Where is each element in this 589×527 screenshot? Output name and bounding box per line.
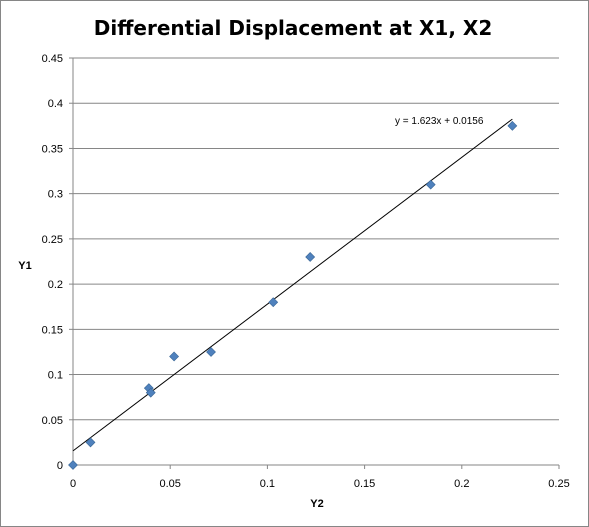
data-point [507, 120, 518, 131]
axes [69, 57, 560, 469]
x-tick-label: 0.05 [159, 478, 180, 490]
data-point [68, 460, 78, 470]
y-tick-labels: 0 0.05 0.1 0.15 0.2 0.25 0.3 0.35 0.4 0.45 [42, 53, 63, 472]
data-point [305, 252, 316, 262]
x-axis-title: Y2 [310, 498, 323, 510]
data-points [68, 120, 518, 470]
y-tick-label: 0.3 [48, 189, 63, 201]
y-tick-label: 0.45 [42, 53, 63, 65]
y-tick-label: 0 [57, 460, 63, 472]
gridlines [73, 57, 559, 421]
y-tick-label: 0.4 [48, 98, 63, 110]
y-tick-label: 0.2 [48, 279, 63, 291]
x-tick-label: 0.2 [454, 478, 469, 490]
y-tick-label: 0.25 [42, 234, 63, 246]
y-tick-label: 0.1 [48, 370, 63, 382]
x-tick-label: 0.25 [548, 478, 569, 490]
data-point [425, 179, 436, 190]
data-point [145, 387, 156, 398]
y-axis-title: Y1 [18, 260, 31, 272]
data-point [85, 437, 96, 448]
x-tick-label: 0.15 [354, 478, 375, 490]
chart-title: Differential Displacement at X1, X2 [94, 16, 493, 40]
y-tick-label: 0.35 [42, 143, 63, 155]
data-point [206, 347, 216, 357]
x-tick-labels: 0 0.05 0.1 0.15 0.2 0.25 [70, 478, 570, 490]
trendline-group [72, 118, 513, 452]
y-tick-label: 0.05 [42, 415, 63, 427]
y-tick-label: 0.15 [42, 324, 63, 336]
x-tick-label: 0.1 [260, 478, 275, 490]
trendline [72, 118, 513, 452]
x-tick-label: 0 [70, 478, 76, 490]
data-point [169, 351, 180, 362]
data-point [268, 297, 279, 308]
trendline-equation: y = 1.623x + 0.0156 [395, 116, 484, 127]
